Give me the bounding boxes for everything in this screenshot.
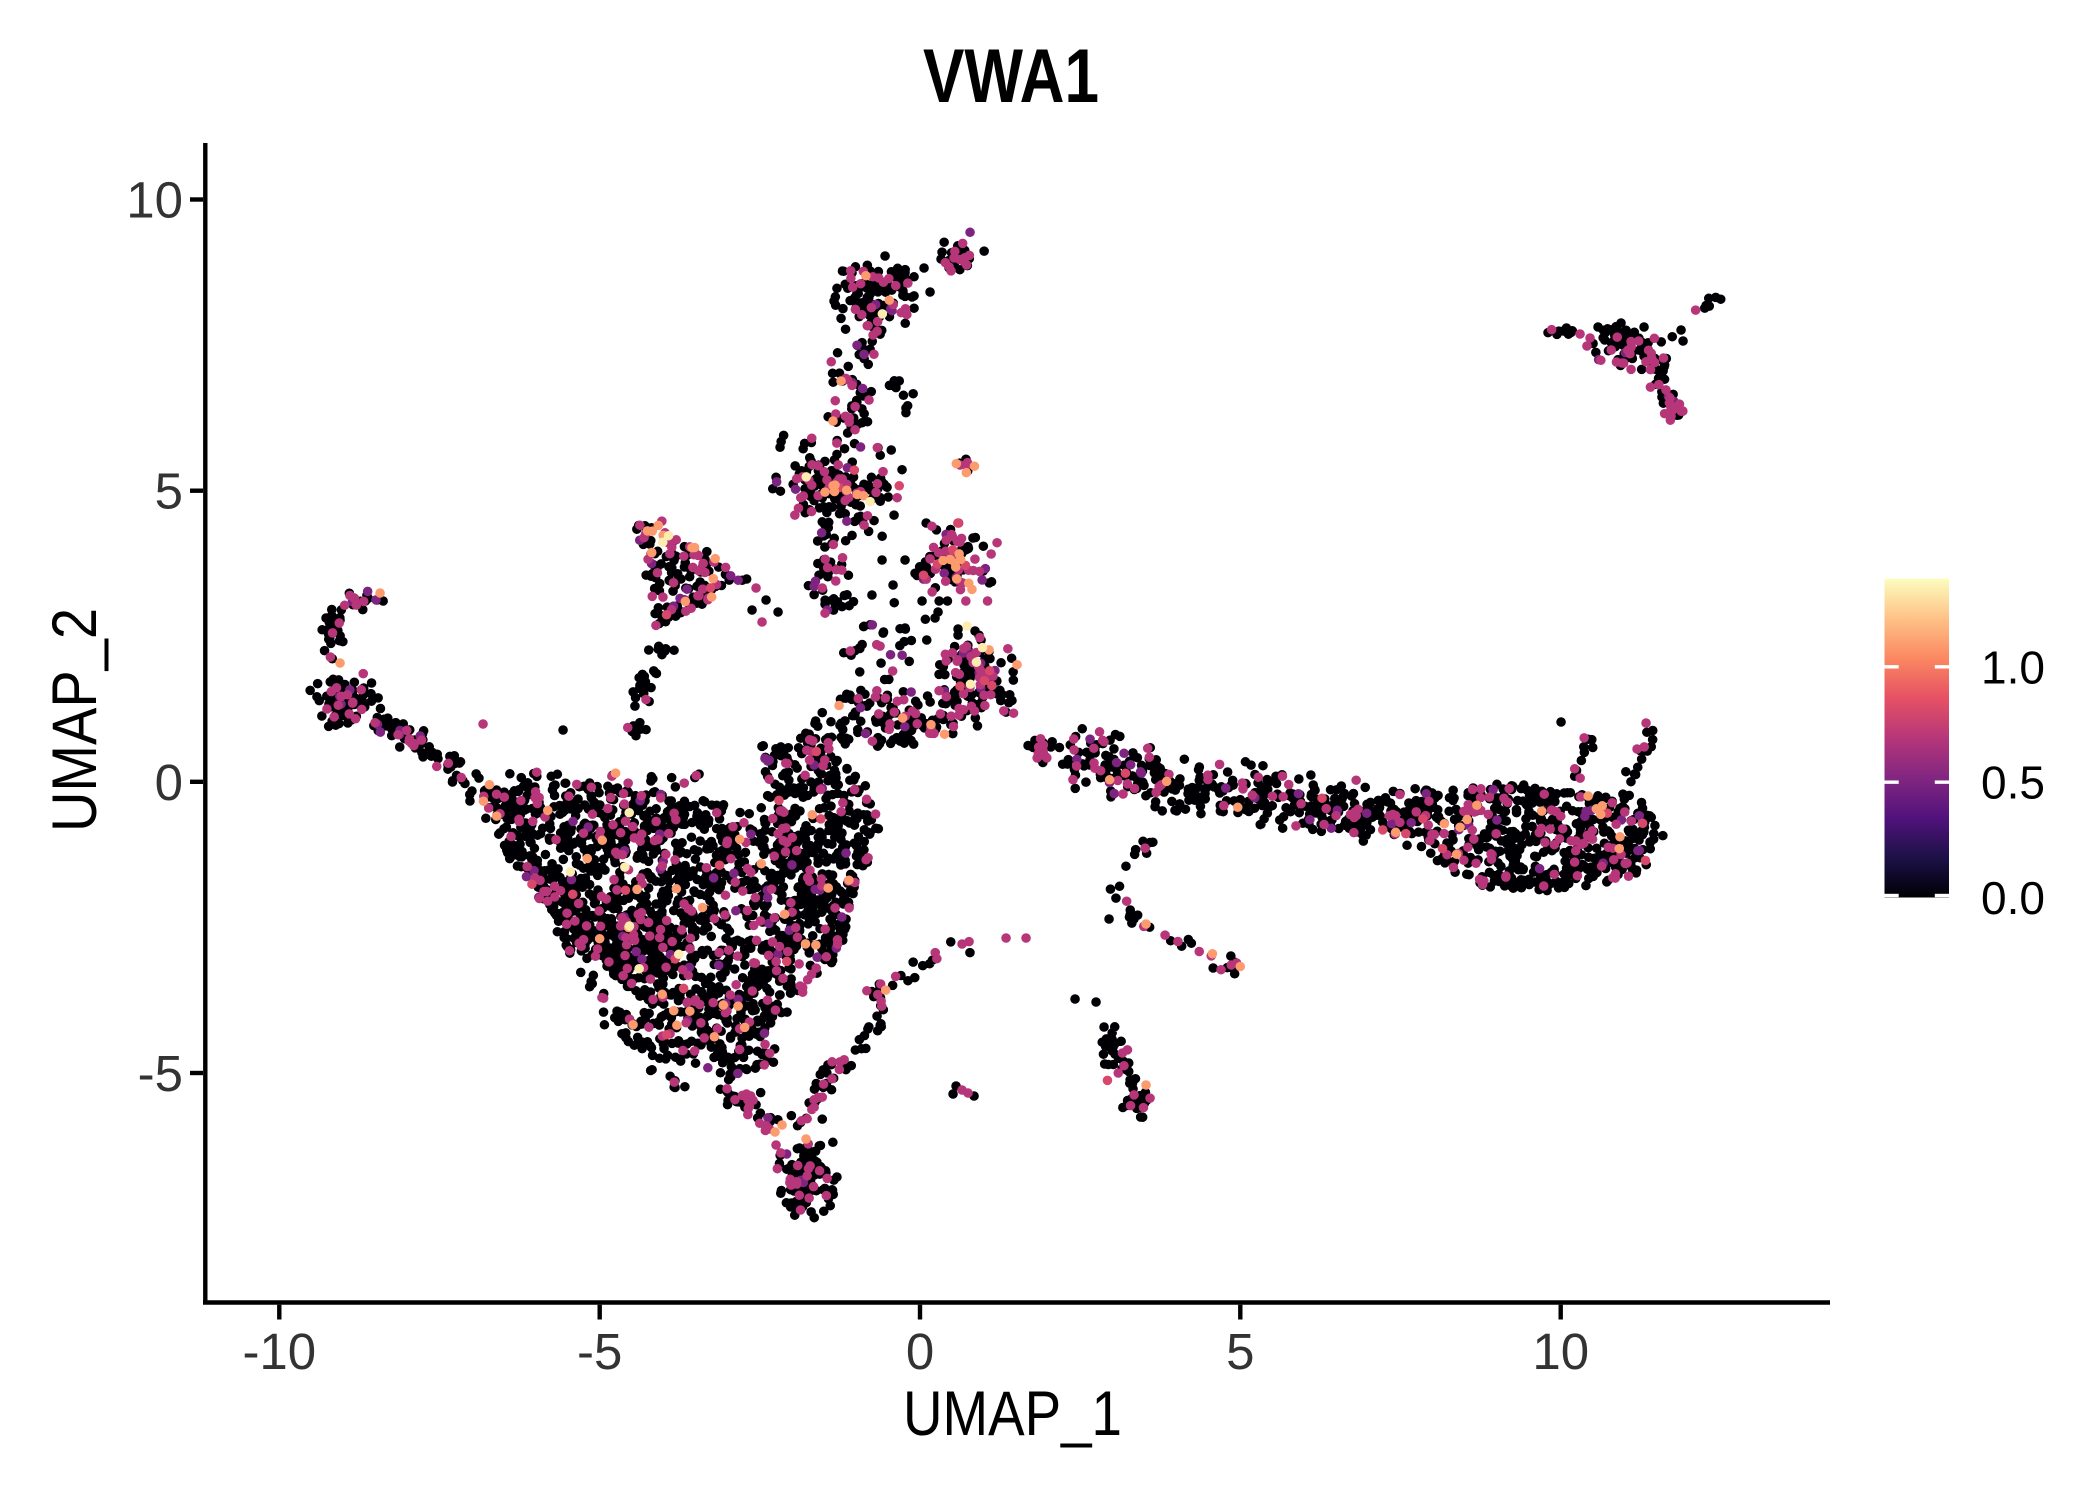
svg-text:10: 10 bbox=[126, 172, 183, 229]
svg-text:VWA1: VWA1 bbox=[923, 34, 1099, 119]
svg-text:0.0: 0.0 bbox=[1981, 872, 2045, 924]
svg-text:0.5: 0.5 bbox=[1981, 757, 2045, 809]
svg-text:5: 5 bbox=[155, 463, 183, 520]
svg-text:10: 10 bbox=[1532, 1323, 1589, 1380]
svg-text:1.0: 1.0 bbox=[1981, 641, 2045, 693]
svg-text:-5: -5 bbox=[577, 1323, 622, 1380]
svg-text:5: 5 bbox=[1226, 1323, 1254, 1380]
svg-text:0: 0 bbox=[155, 754, 183, 811]
svg-text:UMAP_1: UMAP_1 bbox=[903, 1379, 1122, 1449]
svg-text:UMAP_2: UMAP_2 bbox=[40, 608, 110, 832]
svg-text:-5: -5 bbox=[138, 1045, 183, 1102]
svg-text:-10: -10 bbox=[242, 1323, 316, 1380]
svg-text:0: 0 bbox=[906, 1323, 934, 1380]
